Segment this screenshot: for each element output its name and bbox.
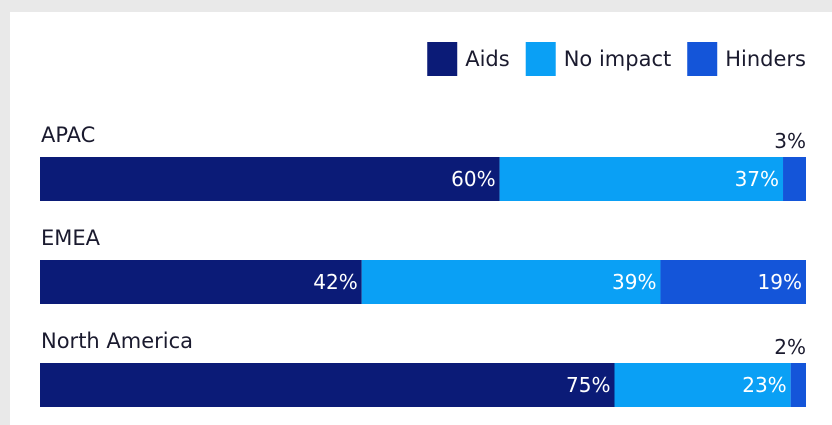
data-label-north-america-hinders: 2% [774,335,806,359]
chart-bars: APAC 60% 37% 3% EMEA 42% 39% 19% North America 75… [40,123,806,407]
data-label-north-america-aids: 75% [566,373,610,397]
legend-label-no-impact: No impact [564,47,672,71]
legend-swatch-aids [427,42,458,76]
region-label-north-america: North America [41,329,193,353]
data-label-emea-hinders: 19% [758,270,802,294]
legend-label-aids: Aids [465,47,509,71]
bar-segment-emea-aids [40,260,362,304]
bar-segment-apac-hinders [783,157,806,201]
data-label-emea-aids: 42% [313,270,357,294]
chart-panel: Aids No impact Hinders APAC 60% 37% 3% EMEA 42%… [10,12,832,425]
bar-segment-north-america-hinders [790,363,806,407]
bar-segment-apac-aids [40,157,500,201]
data-label-apac-no-impact: 37% [735,167,779,191]
chart-legend: Aids No impact Hinders [427,42,806,76]
stacked-bar-chart: Aids No impact Hinders APAC 60% 37% 3% EMEA 42%… [40,42,806,407]
bar-segment-apac-no-impact [499,157,784,201]
data-label-north-america-no-impact: 23% [742,373,786,397]
bar-segment-emea-hinders [660,260,806,304]
bar-segment-emea-no-impact [361,260,661,304]
legend-label-hinders: Hinders [725,47,806,71]
data-label-emea-no-impact: 39% [612,270,656,294]
region-label-apac: APAC [41,123,95,147]
legend-swatch-no-impact [525,42,556,76]
data-label-apac-hinders: 3% [774,129,806,153]
bar-segment-north-america-aids [40,363,615,407]
region-label-emea: EMEA [41,226,101,250]
data-label-apac-aids: 60% [451,167,495,191]
bar-segment-north-america-no-impact [614,363,791,407]
legend-swatch-hinders [687,42,718,76]
